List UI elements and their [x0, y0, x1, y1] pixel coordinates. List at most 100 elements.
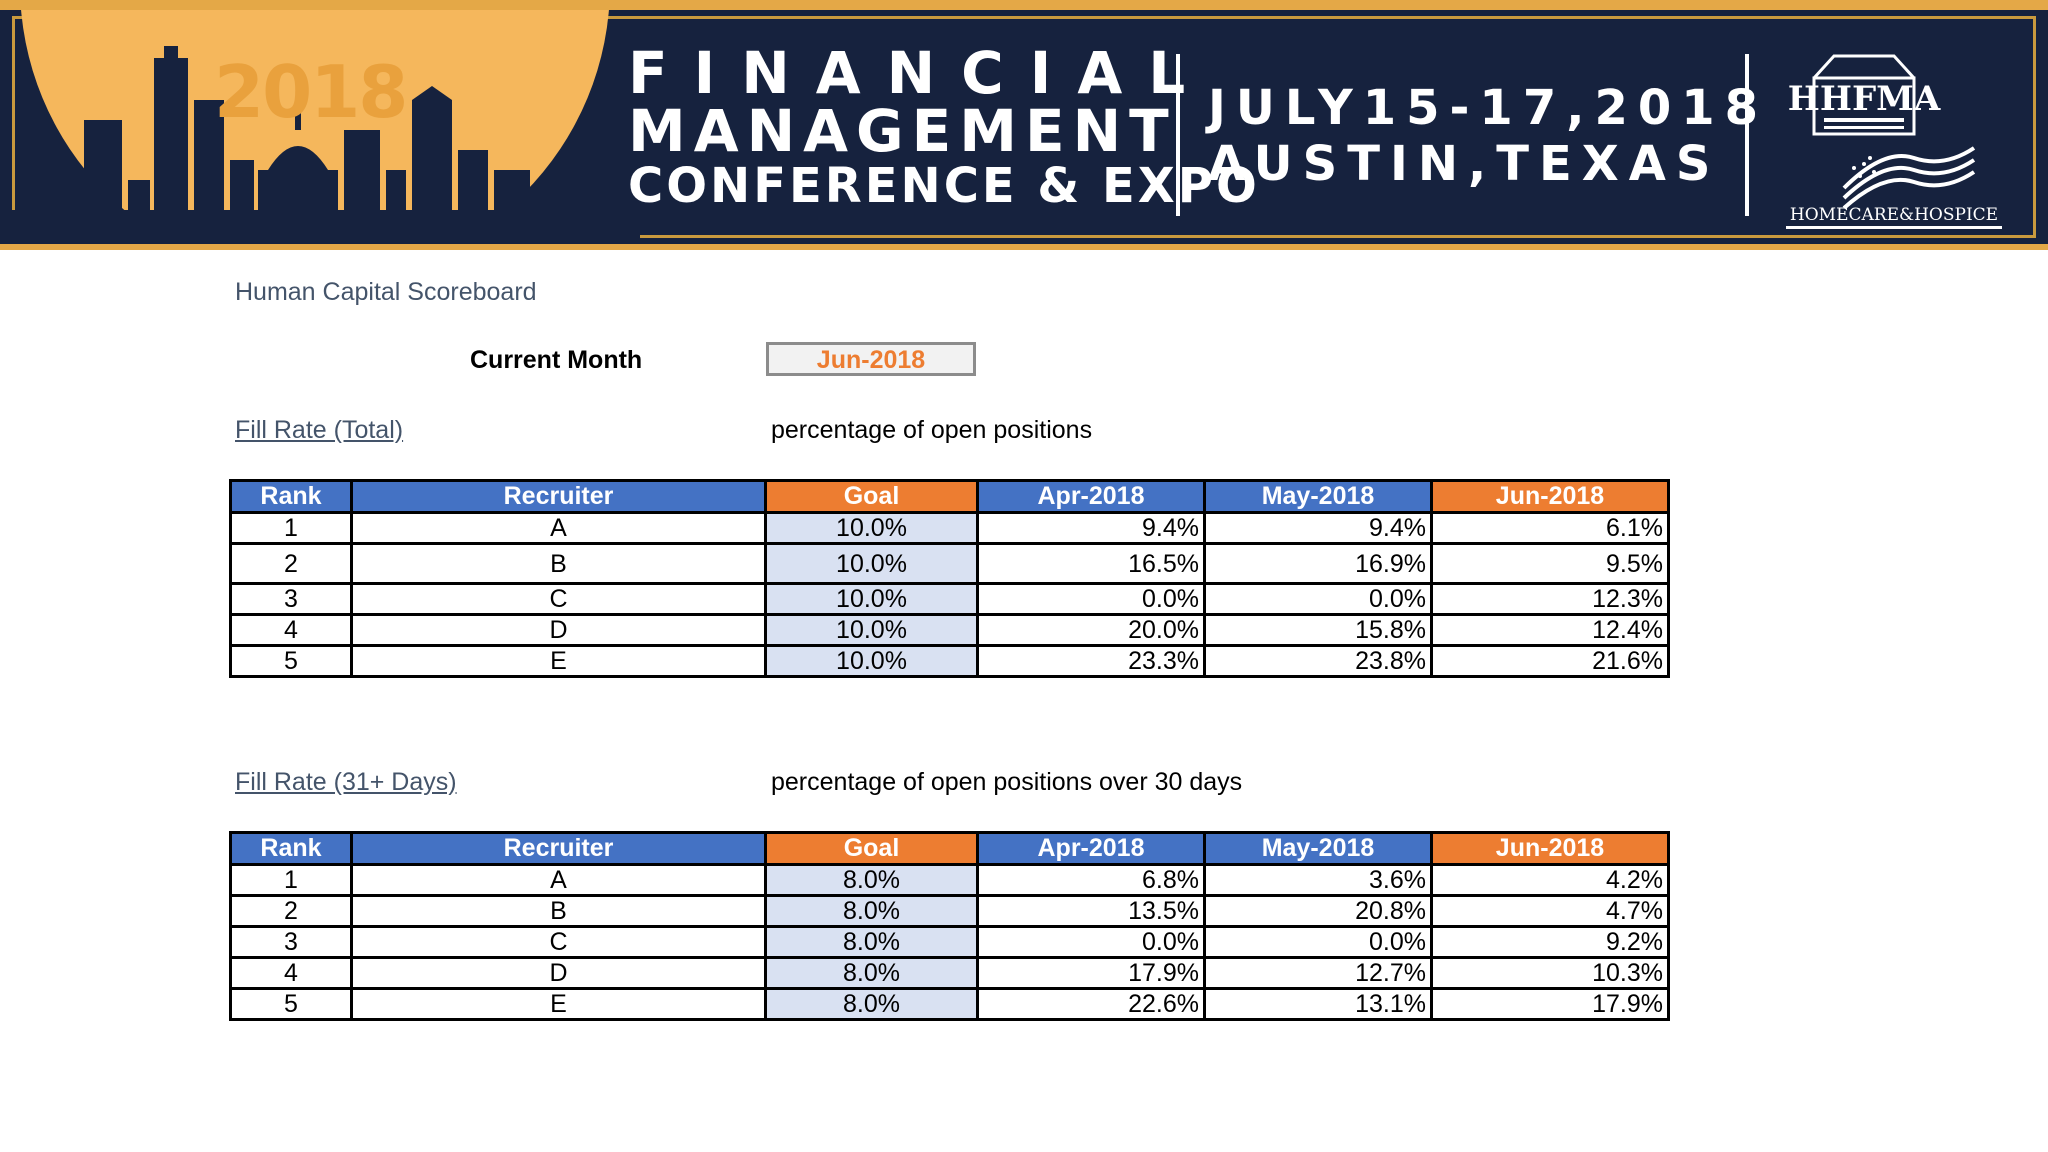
apr-value-cell: 6.8%: [976, 863, 1206, 897]
goal-cell: 10.0%: [764, 542, 979, 585]
column-header-goal: Goal: [764, 479, 979, 514]
table-row: 1 A 10.0% 9.4% 9.4% 6.1%: [229, 511, 1670, 545]
may-value-cell: 20.8%: [1203, 894, 1433, 928]
may-value-cell: 9.4%: [1203, 511, 1433, 545]
rank-cell: 5: [229, 644, 353, 678]
banner-divider: [1176, 54, 1180, 216]
may-value-cell: 0.0%: [1203, 925, 1433, 959]
may-value-cell: 23.8%: [1203, 644, 1433, 678]
column-header-rank: Rank: [229, 831, 353, 866]
table-header-row: Rank Recruiter Goal Apr-2018 May-2018 Ju…: [229, 831, 1670, 866]
may-value-cell: 15.8%: [1203, 613, 1433, 647]
rank-cell: 5: [229, 987, 353, 1021]
jun-value-cell: 9.2%: [1430, 925, 1670, 959]
recruiter-cell: C: [350, 582, 767, 616]
may-value-cell: 3.6%: [1203, 863, 1433, 897]
fill-rate-total-table: Rank Recruiter Goal Apr-2018 May-2018 Ju…: [229, 479, 1670, 678]
austin-skyline-graphic: [0, 46, 640, 244]
jun-value-cell: 21.6%: [1430, 644, 1670, 678]
apr-value-cell: 17.9%: [976, 956, 1206, 990]
banner-frame: [12, 16, 2036, 238]
table-row: 5 E 10.0% 23.3% 23.8% 21.6%: [229, 644, 1670, 678]
goal-cell: 8.0%: [764, 894, 979, 928]
column-header-apr: Apr-2018: [976, 831, 1206, 866]
table-row: 4 D 8.0% 17.9% 12.7% 10.3%: [229, 956, 1670, 990]
recruiter-cell: D: [350, 613, 767, 647]
table-row: 2 B 8.0% 13.5% 20.8% 4.7%: [229, 894, 1670, 928]
fill-rate-31-days-title: Fill Rate (31+ Days): [235, 768, 457, 796]
conference-location-line: AUSTIN,TEXAS: [1208, 136, 1721, 192]
column-header-goal: Goal: [764, 831, 979, 866]
recruiter-cell: D: [350, 956, 767, 990]
conference-date-line: JULY15-17,2018: [1208, 80, 1769, 136]
table-row: 2 B 10.0% 16.5% 16.9% 9.5%: [229, 542, 1670, 585]
rank-cell: 1: [229, 863, 353, 897]
conference-banner: 2018 FINANCIAL MANAGEMENT CONFERENCE & E…: [0, 0, 2048, 250]
apr-value-cell: 0.0%: [976, 925, 1206, 959]
may-value-cell: 0.0%: [1203, 582, 1433, 616]
apr-value-cell: 23.3%: [976, 644, 1206, 678]
column-header-may: May-2018: [1203, 479, 1433, 514]
goal-cell: 10.0%: [764, 613, 979, 647]
table-row: 3 C 8.0% 0.0% 0.0% 9.2%: [229, 925, 1670, 959]
rank-cell: 2: [229, 542, 353, 585]
apr-value-cell: 9.4%: [976, 511, 1206, 545]
column-header-recruiter: Recruiter: [350, 479, 767, 514]
fill-rate-31-days-table: Rank Recruiter Goal Apr-2018 May-2018 Ju…: [229, 831, 1670, 1021]
hhfma-logo-subtext: HOMECARE&HOSPICE: [1790, 205, 1998, 225]
table-header-row: Rank Recruiter Goal Apr-2018 May-2018 Ju…: [229, 479, 1670, 514]
rank-cell: 4: [229, 613, 353, 647]
apr-value-cell: 0.0%: [976, 582, 1206, 616]
jun-value-cell: 17.9%: [1430, 987, 1670, 1021]
jun-value-cell: 9.5%: [1430, 542, 1670, 585]
conference-title-line2: MANAGEMENT: [628, 97, 1177, 165]
column-header-rank: Rank: [229, 479, 353, 514]
goal-cell: 10.0%: [764, 644, 979, 678]
table-row: 3 C 10.0% 0.0% 0.0% 12.3%: [229, 582, 1670, 616]
jun-value-cell: 4.7%: [1430, 894, 1670, 928]
apr-value-cell: 16.5%: [976, 542, 1206, 585]
hhfma-logo-text: HHFMA: [1788, 79, 1941, 119]
may-value-cell: 12.7%: [1203, 956, 1433, 990]
rank-cell: 3: [229, 925, 353, 959]
column-header-recruiter: Recruiter: [350, 831, 767, 866]
conference-dates: JULY15-17,2018 AUSTIN,TEXAS: [1208, 80, 1768, 192]
recruiter-cell: B: [350, 542, 767, 585]
banner-year: 2018: [214, 50, 408, 134]
conference-title-line1: FINANCIAL: [628, 39, 1212, 107]
rank-cell: 1: [229, 511, 353, 545]
jun-value-cell: 4.2%: [1430, 863, 1670, 897]
table-row: 4 D 10.0% 20.0% 15.8% 12.4%: [229, 613, 1670, 647]
fill-rate-total-description: percentage of open positions: [771, 416, 1093, 444]
apr-value-cell: 13.5%: [976, 894, 1206, 928]
recruiter-cell: E: [350, 987, 767, 1021]
jun-value-cell: 12.4%: [1430, 613, 1670, 647]
may-value-cell: 16.9%: [1203, 542, 1433, 585]
rank-cell: 4: [229, 956, 353, 990]
current-month-label: Current Month: [470, 346, 643, 374]
may-value-cell: 13.1%: [1203, 987, 1433, 1021]
goal-cell: 8.0%: [764, 987, 979, 1021]
rank-cell: 2: [229, 894, 353, 928]
banner-divider: [1745, 54, 1749, 216]
goal-cell: 8.0%: [764, 956, 979, 990]
apr-value-cell: 20.0%: [976, 613, 1206, 647]
column-header-apr: Apr-2018: [976, 479, 1206, 514]
hhfma-logo: HHFMA HOMECARE&HOSPICE: [1786, 54, 2002, 229]
table-row: 5 E 8.0% 22.6% 13.1% 17.9%: [229, 987, 1670, 1021]
conference-title: FINANCIAL MANAGEMENT CONFERENCE & EXPO: [628, 44, 1260, 212]
fill-rate-total-title: Fill Rate (Total): [235, 416, 404, 444]
recruiter-cell: A: [350, 511, 767, 545]
apr-value-cell: 22.6%: [976, 987, 1206, 1021]
current-month-field[interactable]: Jun-2018: [766, 342, 976, 376]
rank-cell: 3: [229, 582, 353, 616]
jun-value-cell: 6.1%: [1430, 511, 1670, 545]
fill-rate-31-days-description: percentage of open positions over 30 day…: [771, 768, 1243, 796]
recruiter-cell: C: [350, 925, 767, 959]
recruiter-cell: B: [350, 894, 767, 928]
table-row: 1 A 8.0% 6.8% 3.6% 4.2%: [229, 863, 1670, 897]
scoreboard-title: Human Capital Scoreboard: [235, 278, 537, 306]
recruiter-cell: E: [350, 644, 767, 678]
column-header-jun: Jun-2018: [1430, 831, 1670, 866]
column-header-may: May-2018: [1203, 831, 1433, 866]
